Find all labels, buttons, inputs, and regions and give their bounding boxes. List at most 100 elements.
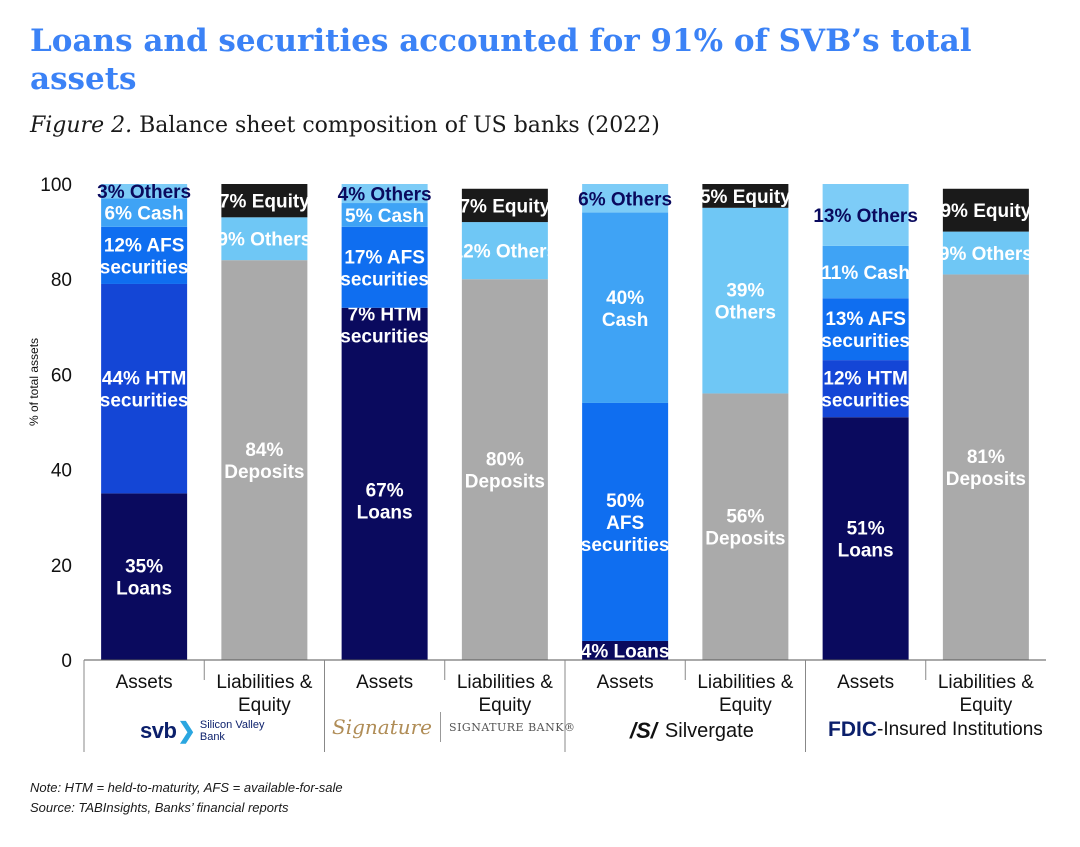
bar-segment bbox=[582, 640, 669, 660]
data-label: 50% bbox=[606, 491, 644, 512]
fdic-name: -Insured Institutions bbox=[877, 719, 1043, 740]
y-tick-label: 40 bbox=[51, 461, 72, 482]
y-tick-label: 100 bbox=[40, 175, 72, 196]
data-label: securities bbox=[340, 326, 429, 347]
x-tick-label: Liabilities & bbox=[938, 672, 1034, 693]
signature-bank-logo: Signature SIGNATURE BANK® bbox=[332, 712, 575, 742]
bar-segment bbox=[822, 360, 909, 418]
y-tick-label: 60 bbox=[51, 365, 72, 386]
data-label: 9% Others bbox=[217, 230, 311, 251]
bar-segment bbox=[221, 260, 308, 660]
x-tick-label: Liabilities & bbox=[457, 672, 553, 693]
bar-segment bbox=[702, 393, 789, 660]
data-label: 9% Others bbox=[939, 244, 1033, 265]
x-tick-label: Liabilities & bbox=[697, 672, 793, 693]
signature-script-mark: Signature bbox=[332, 715, 433, 739]
x-tick-label: Equity bbox=[719, 695, 772, 716]
bar-segment bbox=[101, 226, 188, 284]
bar-segment bbox=[582, 402, 669, 641]
bar-segment bbox=[461, 188, 548, 223]
data-label: securities bbox=[100, 391, 189, 412]
silvergate-mark-icon: /S/ bbox=[630, 718, 657, 743]
bar-segment bbox=[101, 184, 188, 199]
data-label: 6% Others bbox=[578, 189, 672, 210]
data-label: 5% Equity bbox=[700, 187, 791, 208]
data-label: 6% Cash bbox=[105, 204, 184, 225]
bar-segment bbox=[822, 184, 909, 246]
data-label: 7% Equity bbox=[219, 192, 310, 213]
data-label: Others bbox=[715, 303, 776, 324]
x-tick-label: Assets bbox=[356, 672, 413, 693]
note-source: Source: TABInsights, Banks’ financial re… bbox=[30, 800, 289, 815]
data-label: 67% bbox=[366, 481, 404, 502]
data-label: 56% bbox=[726, 507, 764, 528]
bar-segment bbox=[221, 184, 308, 218]
bar-segment bbox=[341, 226, 428, 308]
x-tick-label: Equity bbox=[238, 695, 291, 716]
data-label: 7% Equity bbox=[459, 196, 550, 217]
svb-logo-name-line1: Silicon Valley bbox=[199, 719, 265, 731]
x-tick-label: Assets bbox=[837, 672, 894, 693]
bar-segment bbox=[942, 188, 1029, 232]
data-label: Cash bbox=[602, 310, 648, 331]
fdic-mark: FDIC bbox=[828, 718, 877, 741]
svb-logo-name-line2: Bank bbox=[199, 731, 225, 743]
data-label: 3% Others bbox=[97, 182, 191, 203]
chart-notes: Note: HTM = held-to-maturity, AFS = avai… bbox=[30, 778, 343, 818]
data-label: 12% AFS bbox=[104, 235, 185, 256]
data-label: Deposits bbox=[224, 462, 304, 483]
note-abbreviations: Note: HTM = held-to-maturity, AFS = avai… bbox=[30, 780, 343, 795]
bar-segment bbox=[101, 283, 188, 494]
data-label: securities bbox=[340, 269, 429, 290]
x-tick-label: Liabilities & bbox=[216, 672, 312, 693]
x-tick-label: Equity bbox=[959, 695, 1012, 716]
logo-separator bbox=[440, 712, 442, 742]
data-label: 11% Cash bbox=[821, 263, 910, 284]
bar-segment bbox=[341, 307, 428, 342]
data-label: 13% Others bbox=[813, 206, 918, 227]
data-label: 4% Others bbox=[338, 185, 432, 206]
data-label: Loans bbox=[116, 579, 172, 600]
data-label: 12% Others bbox=[453, 242, 558, 263]
data-label: 35% bbox=[125, 557, 163, 578]
chart-subtitle: Figure 2. Balance sheet composition of U… bbox=[30, 113, 660, 138]
svb-chevron-icon: ❯ bbox=[177, 718, 196, 743]
bar-segment bbox=[822, 417, 909, 660]
data-label: AFS bbox=[606, 513, 644, 534]
data-label: 40% bbox=[606, 288, 644, 309]
bar-segment bbox=[582, 184, 669, 213]
bar-segment bbox=[702, 184, 789, 208]
data-label: 84% bbox=[245, 440, 283, 461]
bar-segment bbox=[582, 212, 669, 403]
bar-segment bbox=[822, 298, 909, 361]
y-axis-label: % of total assets bbox=[27, 338, 41, 426]
bar-segment bbox=[341, 184, 428, 204]
x-tick-label: Equity bbox=[478, 695, 531, 716]
data-label: securities bbox=[821, 331, 910, 352]
bar-segment bbox=[702, 207, 789, 394]
svb-logo-mark: svb bbox=[140, 718, 177, 743]
data-label: 12% HTM bbox=[823, 369, 907, 390]
chart-title: Loans and securities accounted for 91% o… bbox=[30, 23, 972, 97]
x-tick-label: Assets bbox=[597, 672, 654, 693]
bar-segment bbox=[101, 198, 188, 227]
y-tick-label: 20 bbox=[51, 556, 72, 577]
data-label: 13% AFS bbox=[825, 309, 906, 330]
data-label: securities bbox=[100, 257, 189, 278]
data-label: Deposits bbox=[465, 472, 545, 493]
svb-logo-name: Silicon Valley Bank bbox=[200, 719, 265, 743]
fdic-logo: FDIC -Insured Institutions bbox=[828, 718, 1043, 742]
data-label: 17% AFS bbox=[344, 247, 425, 268]
y-tick-label: 80 bbox=[51, 270, 72, 291]
data-label: 44% HTM bbox=[102, 369, 186, 390]
silvergate-logo: /S/ Silvergate bbox=[630, 718, 754, 744]
data-label: Deposits bbox=[946, 469, 1026, 490]
bar-segment bbox=[221, 217, 308, 261]
data-label: 39% bbox=[726, 281, 764, 302]
y-tick-label: 0 bbox=[61, 651, 72, 672]
x-tick-label: Assets bbox=[116, 672, 173, 693]
data-label: securities bbox=[581, 535, 670, 556]
bar-segment bbox=[461, 279, 548, 660]
data-label: Deposits bbox=[705, 529, 785, 550]
bar-segment bbox=[942, 274, 1029, 660]
